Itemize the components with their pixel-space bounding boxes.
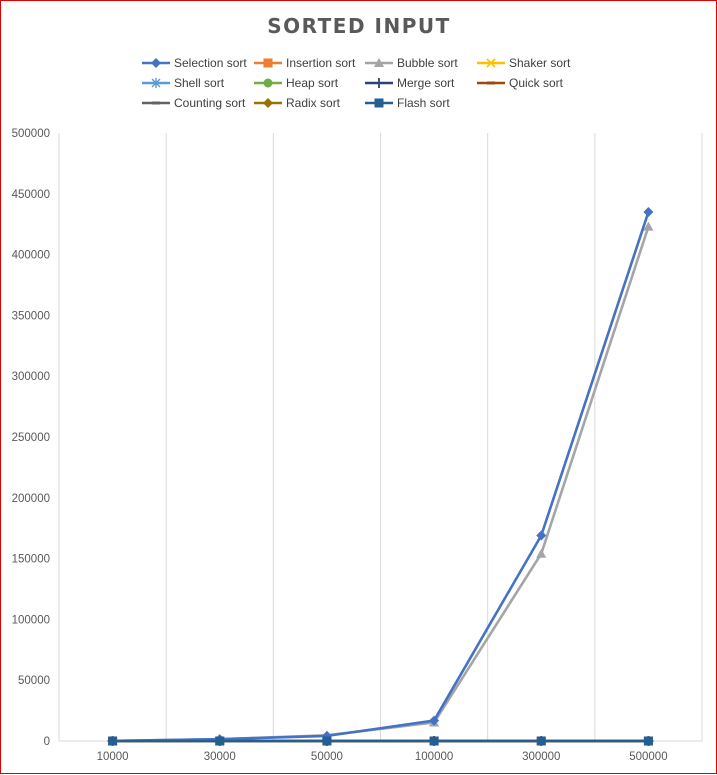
legend-item: Flash sort xyxy=(365,96,450,110)
legend-item: Quick sort xyxy=(477,76,564,90)
data-point xyxy=(536,548,547,558)
x-tick-label: 10000 xyxy=(97,751,129,763)
legend-label: Quick sort xyxy=(509,76,564,90)
y-tick-label: 400000 xyxy=(12,250,50,262)
legend-item: Bubble sort xyxy=(365,56,458,70)
legend-item: Heap sort xyxy=(254,76,339,90)
legend-marker xyxy=(263,78,273,88)
legend-marker xyxy=(374,58,384,67)
legend-label: Heap sort xyxy=(286,76,339,90)
legend-marker xyxy=(263,58,273,68)
legend-label: Merge sort xyxy=(397,76,455,90)
y-tick-label: 350000 xyxy=(12,310,50,322)
y-tick-label: 0 xyxy=(44,736,50,748)
legend-label: Shell sort xyxy=(174,76,225,90)
series-line xyxy=(112,211,650,743)
legend-label: Flash sort xyxy=(397,96,450,110)
legend-item: Merge sort xyxy=(365,76,455,90)
grid xyxy=(58,133,703,742)
legend-item: Shell sort xyxy=(142,76,225,90)
legend-marker xyxy=(374,98,384,108)
series-layer xyxy=(107,207,654,746)
y-tick-label: 150000 xyxy=(12,554,50,566)
data-point xyxy=(536,530,547,541)
chart-title: SORTED INPUT xyxy=(267,14,451,38)
y-tick-label: 50000 xyxy=(18,675,50,687)
legend-item: Insertion sort xyxy=(254,56,356,70)
legend-item: Counting sort xyxy=(142,96,246,110)
legend: Selection sort Insertion sort Bubble sort S… xyxy=(142,56,571,110)
legend-label: Shaker sort xyxy=(509,56,571,70)
data-point xyxy=(429,715,440,726)
legend-marker xyxy=(151,58,161,68)
y-tick-label: 100000 xyxy=(12,614,50,626)
y-tick-label: 450000 xyxy=(12,189,50,201)
series-flash-sort xyxy=(108,736,653,746)
data-point xyxy=(643,221,654,231)
legend-label: Insertion sort xyxy=(286,56,356,70)
y-tick-label: 200000 xyxy=(12,493,50,505)
data-point xyxy=(215,736,225,746)
legend-item: Shaker sort xyxy=(477,56,571,70)
legend-marker xyxy=(487,81,495,85)
x-axis: 10000 30000 50000 100000 300000 500000 xyxy=(97,751,668,763)
legend-item: Radix sort xyxy=(254,96,341,110)
legend-marker xyxy=(374,78,384,88)
legend-marker xyxy=(152,101,160,105)
legend-marker xyxy=(486,58,496,68)
data-point xyxy=(322,736,332,746)
x-tick-label: 50000 xyxy=(311,751,343,763)
legend-label: Bubble sort xyxy=(397,56,458,70)
legend-marker xyxy=(151,78,161,88)
data-point xyxy=(643,207,654,218)
data-point xyxy=(643,736,653,746)
legend-label: Selection sort xyxy=(174,56,247,70)
x-tick-label: 30000 xyxy=(204,751,236,763)
legend-label: Radix sort xyxy=(286,96,341,110)
data-point xyxy=(108,736,118,746)
y-axis: 0 50000 100000 150000 200000 250000 300000 3500… xyxy=(12,128,50,748)
data-point xyxy=(536,736,546,746)
legend-label: Counting sort xyxy=(174,96,246,110)
data-point xyxy=(429,736,439,746)
x-tick-label: 100000 xyxy=(415,751,453,763)
legend-marker xyxy=(263,98,273,108)
legend-item: Selection sort xyxy=(142,56,247,70)
y-tick-label: 250000 xyxy=(12,432,50,444)
x-tick-label: 300000 xyxy=(522,751,560,763)
y-tick-label: 300000 xyxy=(12,371,50,383)
x-tick-label: 500000 xyxy=(629,751,667,763)
y-tick-label: 500000 xyxy=(12,128,50,140)
